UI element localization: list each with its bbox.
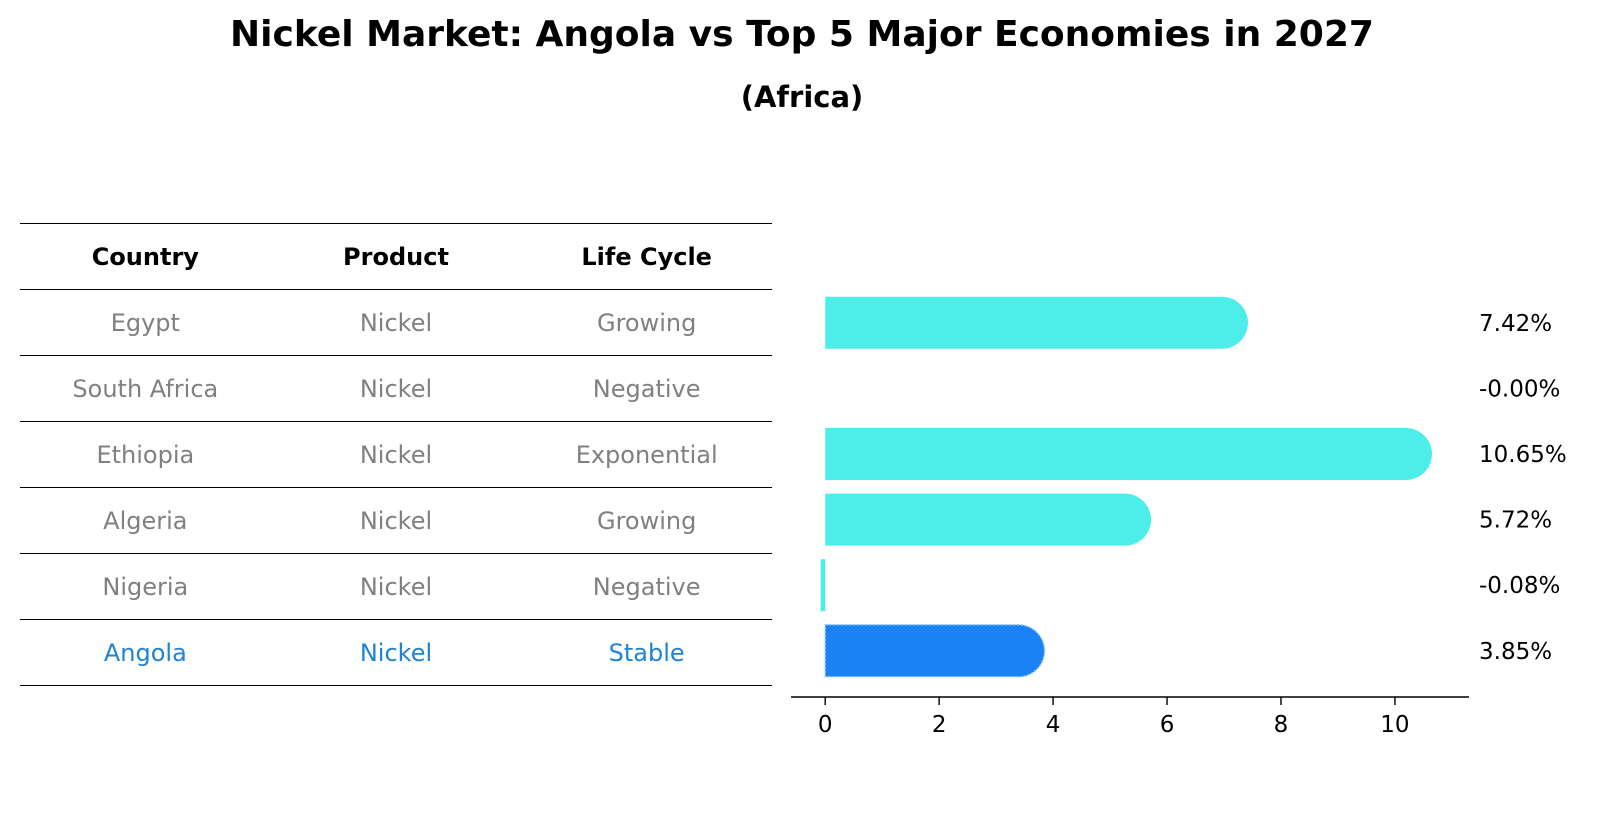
cell-country: Nigeria bbox=[20, 553, 271, 620]
cell-product: Nickel bbox=[270, 487, 522, 554]
header-life-cycle: Life Cycle bbox=[521, 223, 772, 290]
header-country: Country bbox=[20, 223, 271, 290]
cell-country: Egypt bbox=[20, 289, 271, 356]
header-product: Product bbox=[270, 223, 522, 290]
chart-subtitle: (Africa) bbox=[740, 80, 864, 114]
value-label: 7.42% bbox=[1479, 311, 1552, 337]
x-tick-label: 10 bbox=[1380, 712, 1409, 738]
value-label: 3.85% bbox=[1479, 639, 1552, 665]
cell-country: Ethiopia bbox=[20, 421, 271, 488]
cell-life-cycle: Stable bbox=[521, 619, 772, 686]
cell-product: Nickel bbox=[270, 421, 522, 488]
bar-egypt bbox=[825, 296, 1248, 349]
cell-life-cycle: Growing bbox=[521, 487, 772, 554]
bar-algeria bbox=[825, 493, 1152, 546]
cell-life-cycle: Exponential bbox=[521, 421, 772, 488]
table-row-highlighted: Angola Nickel Stable bbox=[20, 619, 772, 686]
x-axis: 0 2 4 6 8 10 bbox=[791, 696, 1469, 738]
cell-country: Angola bbox=[20, 619, 271, 686]
table-header-row: Country Product Life Cycle bbox=[20, 223, 772, 290]
x-tick-label: 4 bbox=[1046, 712, 1061, 738]
value-label: 10.65% bbox=[1479, 442, 1567, 468]
table-row: Egypt Nickel Growing bbox=[20, 289, 772, 356]
cell-life-cycle: Negative bbox=[521, 355, 772, 422]
table-row: South Africa Nickel Negative bbox=[20, 355, 772, 422]
cell-product: Nickel bbox=[270, 355, 522, 422]
cell-country: Algeria bbox=[20, 487, 271, 554]
table-row: Algeria Nickel Growing bbox=[20, 487, 772, 554]
chart-title: Nickel Market: Angola vs Top 5 Major Eco… bbox=[230, 14, 1374, 55]
value-labels-group: 7.42% -0.00% 10.65% 5.72% -0.08% 3.85% bbox=[1479, 311, 1567, 665]
cell-product: Nickel bbox=[270, 619, 522, 686]
cell-product: Nickel bbox=[270, 289, 522, 356]
value-label: 5.72% bbox=[1479, 508, 1552, 534]
table-row: Nigeria Nickel Negative bbox=[20, 553, 772, 620]
bar-ethiopia bbox=[825, 428, 1432, 480]
x-tick-label: 6 bbox=[1160, 712, 1175, 738]
cell-life-cycle: Negative bbox=[521, 553, 772, 620]
value-label: -0.00% bbox=[1479, 376, 1560, 402]
table-row: Ethiopia Nickel Exponential bbox=[20, 421, 772, 488]
data-table: Country Product Life Cycle Egypt Nickel … bbox=[20, 223, 772, 686]
x-tick-label: 0 bbox=[818, 712, 833, 738]
x-tick-label: 2 bbox=[932, 712, 947, 738]
cell-country: South Africa bbox=[20, 355, 271, 422]
x-tick-label: 8 bbox=[1274, 712, 1289, 738]
bar-angola bbox=[824, 624, 1046, 678]
value-label: -0.08% bbox=[1479, 573, 1560, 599]
cell-life-cycle: Growing bbox=[521, 289, 772, 356]
bar-nigeria bbox=[820, 559, 826, 612]
bars-group bbox=[820, 296, 1432, 678]
cell-product: Nickel bbox=[270, 553, 522, 620]
